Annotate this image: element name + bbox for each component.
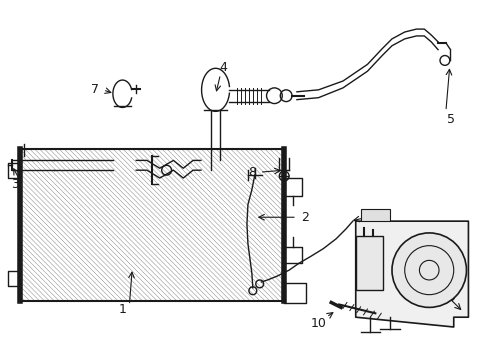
- Text: 6: 6: [370, 211, 379, 224]
- Text: 1: 1: [118, 303, 126, 316]
- Text: 7: 7: [91, 84, 99, 96]
- Bar: [360, 210, 389, 221]
- Bar: [20, 149, 284, 301]
- Polygon shape: [355, 221, 468, 327]
- Bar: [20, 149, 284, 301]
- Text: 10: 10: [310, 316, 326, 330]
- Text: 3: 3: [11, 179, 19, 192]
- Text: 2: 2: [300, 211, 308, 224]
- Text: 5: 5: [446, 113, 454, 126]
- Circle shape: [391, 233, 466, 307]
- Bar: [355, 236, 383, 290]
- Text: 8: 8: [247, 166, 255, 179]
- Text: 4: 4: [219, 61, 227, 74]
- Text: 9: 9: [446, 291, 454, 304]
